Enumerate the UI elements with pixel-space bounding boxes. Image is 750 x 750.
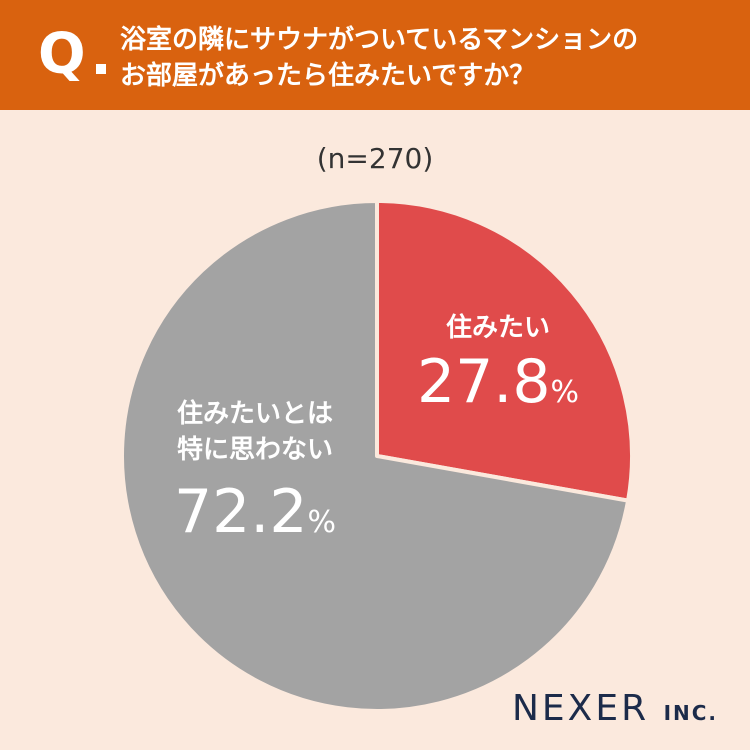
question-line-2: お部屋があったら住みたいですか？	[120, 61, 536, 91]
slice-name-line-1: 住みたいとは	[176, 399, 333, 429]
question-header: Q 浴室の隣にサウナがついているマンションの お部屋があったら住みたいですか？	[0, 0, 750, 110]
pie-slice-want-to-live	[375, 199, 634, 503]
brand-suffix: INC.	[663, 701, 719, 725]
question-dot-icon	[96, 64, 106, 74]
slice-value-want-to-live: 27.8%	[416, 347, 580, 417]
slice-name-line-2: 特に思わない	[176, 435, 333, 465]
question-text: 浴室の隣にサウナがついているマンションの お部屋があったら住みたいですか？	[120, 22, 730, 94]
question-mark-label: Q	[38, 22, 86, 87]
brand-name: NEXER	[512, 688, 650, 729]
nexer-logo: NEXER INC.	[512, 688, 718, 729]
question-line-1: 浴室の隣にサウナがついているマンションの	[120, 25, 639, 55]
slice-label-want-to-live: 住みたい 27.8%	[378, 310, 618, 429]
sample-size: (n=270)	[316, 142, 434, 175]
pie-slice-not-particularly	[120, 199, 631, 713]
slice-name-want-to-live: 住みたい	[445, 313, 550, 343]
slice-value-not-particularly: 72.2%	[173, 477, 337, 547]
slice-label-not-particularly: 住みたいとは 特に思わない 72.2%	[135, 396, 375, 559]
